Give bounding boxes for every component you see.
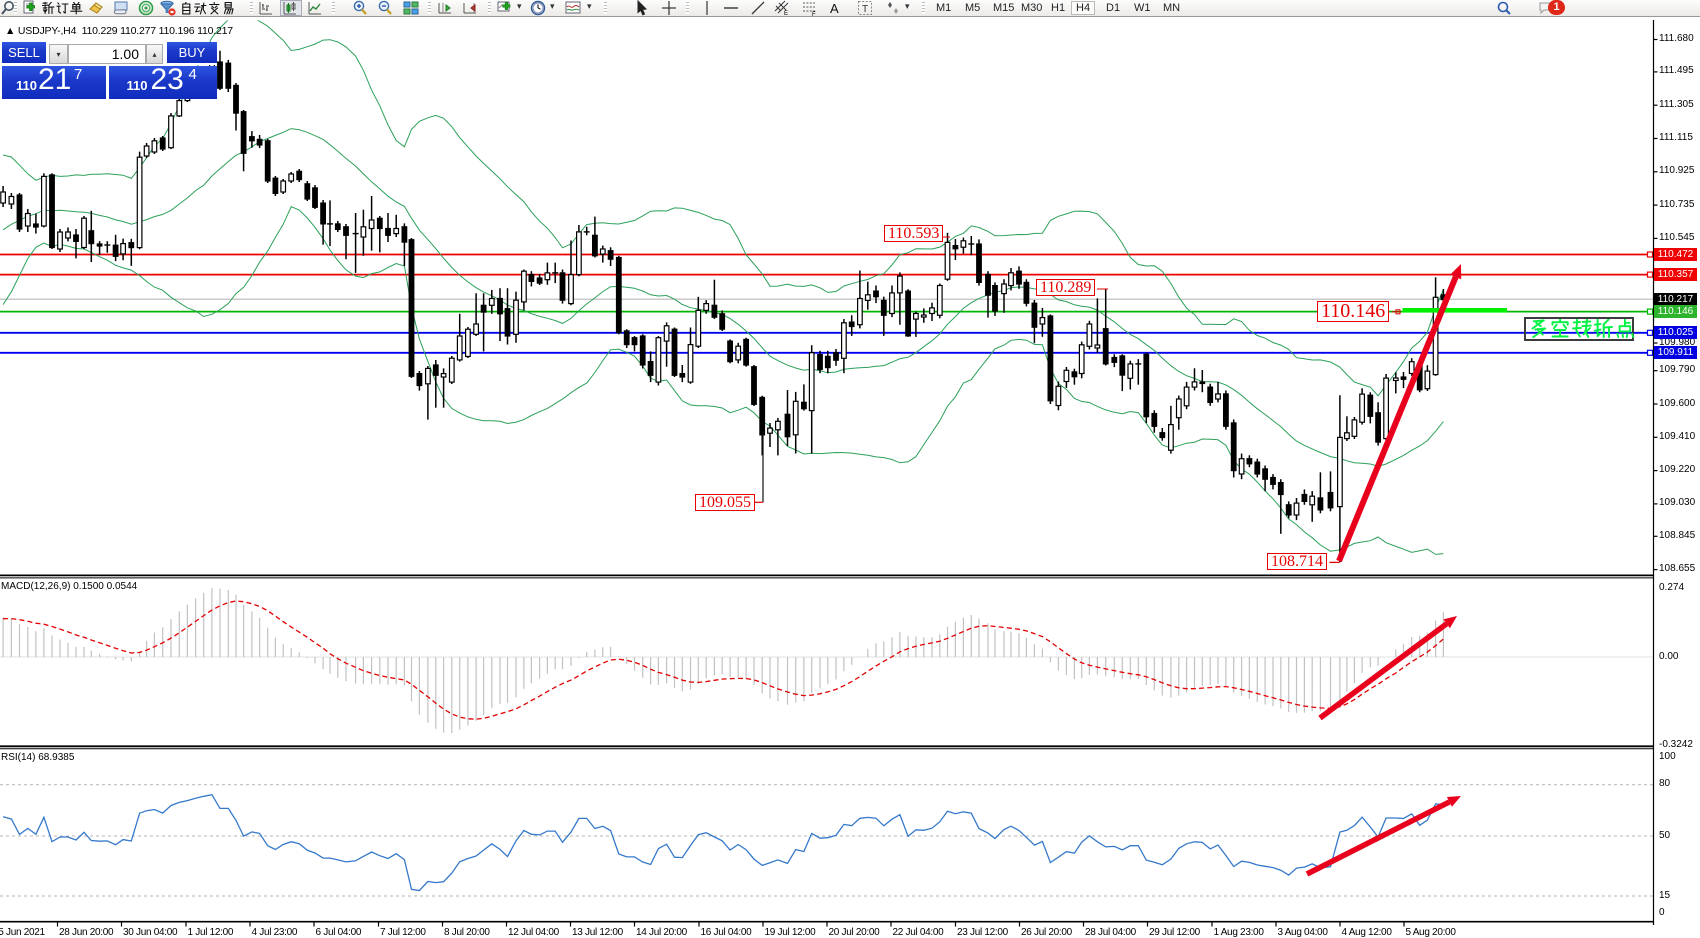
svg-text:E: E [784,11,788,16]
svg-text:F: F [812,12,816,16]
svg-text:T: T [862,4,868,15]
